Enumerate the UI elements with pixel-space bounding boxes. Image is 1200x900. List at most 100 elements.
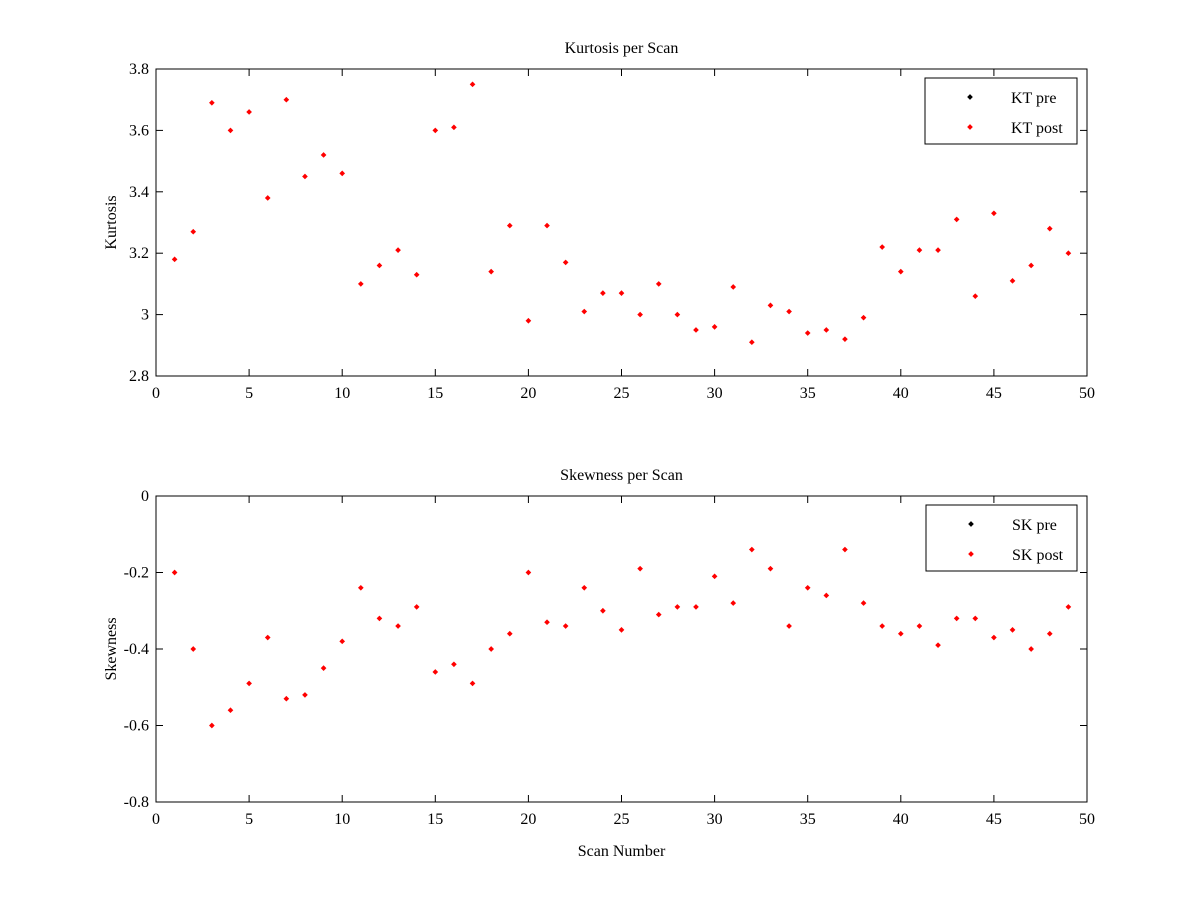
data-point (767, 565, 774, 572)
x-tick-label: 5 (245, 811, 253, 828)
data-point (488, 646, 494, 652)
legend-marker (968, 521, 974, 527)
data-point (618, 627, 625, 633)
series-sk-post (171, 546, 1072, 729)
x-tick-label: 20 (520, 811, 536, 828)
data-point (246, 680, 252, 687)
data-point (320, 152, 327, 158)
data-point (749, 546, 755, 553)
data-point (674, 311, 681, 318)
data-point (339, 638, 346, 645)
data-point (786, 623, 792, 629)
data-point (674, 604, 681, 610)
data-point (935, 247, 941, 253)
data-point (209, 99, 215, 106)
data-point (823, 327, 830, 333)
data-point (767, 302, 774, 309)
x-tick-label: 50 (1079, 811, 1095, 828)
data-point (506, 222, 513, 229)
y-tick-label: 2.8 (129, 368, 149, 385)
legend-label: SK pre (1012, 517, 1057, 534)
data-point (544, 619, 550, 626)
legend: SK pre SK post (925, 504, 1078, 572)
series-kt-post (171, 81, 1072, 346)
x-tick-label: 5 (245, 385, 253, 402)
data-point (1009, 278, 1016, 284)
x-tick-label: 45 (986, 385, 1002, 402)
y-tick-label: -0.4 (124, 641, 149, 658)
x-tick-label: 0 (152, 811, 160, 828)
data-point (562, 623, 569, 629)
data-point (953, 615, 960, 622)
data-point (749, 339, 755, 346)
data-point (395, 247, 401, 253)
data-point (506, 630, 513, 637)
data-point (804, 330, 811, 336)
y-tick-label: -0.8 (124, 794, 149, 811)
data-point (600, 290, 606, 296)
data-point (637, 311, 643, 318)
data-point (357, 281, 364, 287)
data-point (711, 324, 718, 330)
data-point (413, 604, 420, 610)
x-tick-label: 10 (334, 385, 350, 402)
data-point (953, 216, 960, 223)
data-point (432, 127, 439, 134)
data-point (637, 565, 643, 572)
data-point (1046, 225, 1053, 232)
data-point (655, 611, 662, 618)
x-tick-label: 40 (893, 385, 909, 402)
legend-label: KT pre (1011, 90, 1056, 107)
legend-box (925, 504, 1078, 572)
data-point (283, 695, 290, 702)
data-point (730, 284, 737, 290)
x-tick-label: 35 (800, 811, 816, 828)
x-tick-label: 30 (707, 811, 723, 828)
data-point (302, 173, 308, 180)
y-tick-label: 3.2 (129, 245, 149, 262)
x-tick-label: 40 (893, 811, 909, 828)
y-tick-label: -0.2 (124, 565, 149, 582)
data-point (786, 308, 792, 315)
data-point (488, 268, 494, 275)
data-point (693, 327, 699, 333)
data-point (711, 573, 718, 580)
data-point (171, 569, 178, 576)
data-point (190, 646, 197, 652)
data-point (227, 707, 234, 714)
data-point (525, 317, 532, 324)
legend-label: KT post (1011, 120, 1063, 137)
x-tick-label: 50 (1079, 385, 1095, 402)
subplot-2: 0 5 10 15 20 25 30 35 40 45 50 -0.8 -0.6 -0.4 -0.2 0 Ske… (103, 467, 1095, 860)
data-point (842, 336, 848, 342)
y-axis-label: Skewness (103, 617, 120, 680)
data-point (544, 222, 550, 229)
legend: KT pre KT post (924, 77, 1078, 145)
data-point (600, 607, 606, 614)
data-point (655, 281, 662, 287)
legend-label: SK post (1012, 547, 1064, 564)
data-point (302, 692, 308, 698)
data-point (320, 665, 327, 671)
data-point (860, 314, 867, 321)
data-point (339, 170, 346, 177)
x-tick-label: 20 (520, 385, 536, 402)
data-point (451, 661, 457, 668)
legend-box (924, 77, 1078, 145)
y-tick-label: 3.4 (129, 184, 149, 201)
x-tick-label: 0 (152, 385, 160, 402)
data-point (451, 124, 457, 131)
data-point (730, 600, 737, 606)
data-point (897, 268, 904, 275)
data-point (804, 584, 811, 591)
x-tick-label: 15 (427, 811, 443, 828)
data-point (972, 293, 979, 300)
data-point (935, 642, 941, 649)
data-point (246, 109, 252, 115)
x-tick-label: 45 (986, 811, 1002, 828)
data-point (1065, 250, 1072, 257)
data-point (581, 308, 588, 315)
x-tick-label: 35 (800, 385, 816, 402)
x-tick-label: 15 (427, 385, 443, 402)
